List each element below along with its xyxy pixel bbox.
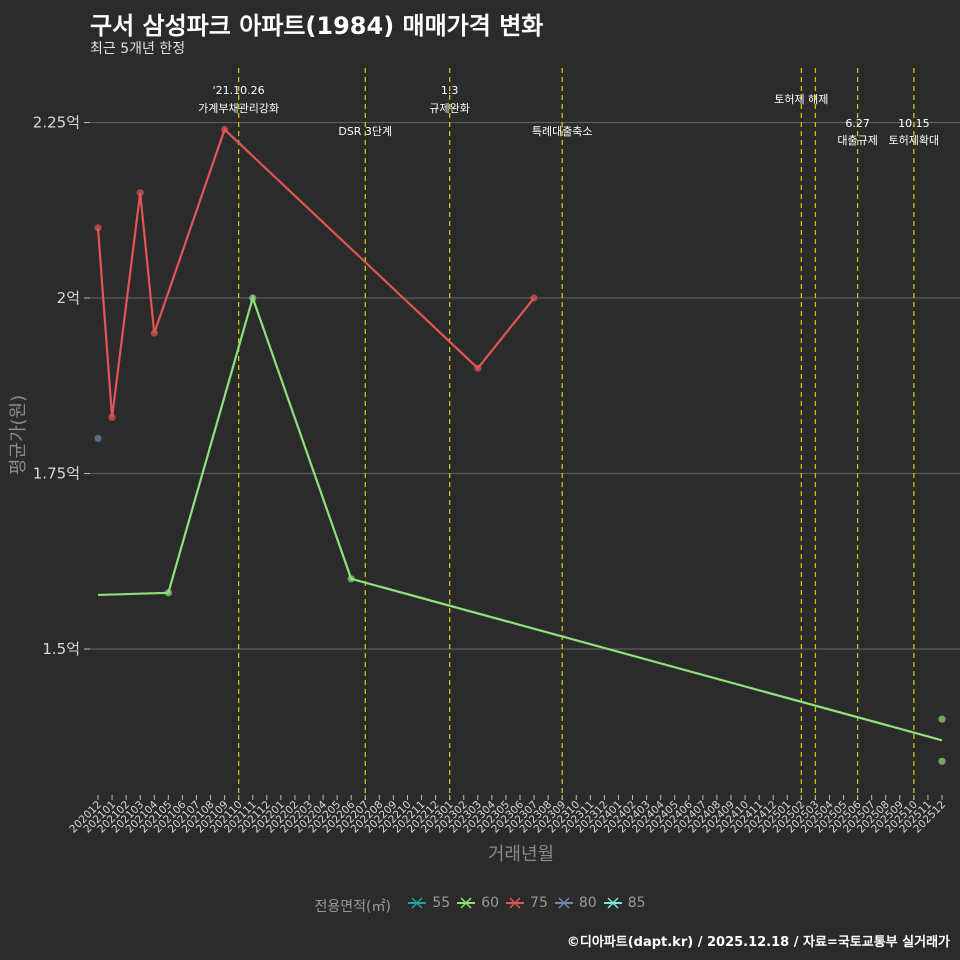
legend-key-icon: [408, 897, 427, 909]
legend-key-icon: [603, 897, 622, 909]
legend-label: 85: [627, 895, 646, 911]
data-point-60: [249, 294, 257, 302]
event-label: 토허제 해제: [774, 92, 828, 106]
legend-key-icon: [457, 897, 476, 909]
data-point-75: [474, 364, 482, 372]
legend-title: 전용면적(㎡): [314, 899, 391, 915]
legend-label: 55: [432, 895, 451, 911]
legend-key-icon: [554, 897, 573, 909]
data-point-75: [136, 189, 144, 197]
series-line-75: [96, 127, 535, 418]
data-point-75: [108, 413, 116, 421]
event-label: 규제완화: [429, 102, 469, 115]
legend-item-55: 55: [407, 895, 450, 911]
event-label: DSR 3단계: [338, 125, 392, 138]
event-label: 토허제확대: [889, 134, 940, 147]
event-label: 특례대출축소: [532, 125, 593, 138]
y-axis-label: 평균가(원): [8, 395, 29, 475]
data-point-80: [94, 434, 102, 442]
data-point-60: [938, 757, 946, 765]
legend-key-icon: [506, 897, 525, 909]
legend-item-80: 80: [554, 895, 597, 911]
grid-lines: [90, 121, 960, 650]
legend-item-75: 75: [505, 895, 548, 911]
data-point-75: [94, 224, 102, 232]
y-tick-label: 2억: [57, 289, 80, 307]
event-label: 1.3: [441, 84, 459, 97]
event-label: 대출규제: [837, 134, 877, 147]
series-points: [94, 125, 946, 765]
data-point-60: [164, 589, 172, 597]
data-point-75: [221, 125, 229, 134]
legend: 전용면적(㎡) 55 60 75 80 85: [0, 895, 960, 916]
source-footer: ©디아파트(dapt.kr) / 2025.12.18 / 자료=국토교통부 실…: [566, 935, 950, 950]
x-axis-ticks: 2020122021012021022021032021042021052021…: [67, 795, 948, 835]
data-point-60: [938, 715, 946, 723]
chart-title: 구서 삼성파크 아파트(1984) 매매가격 변화: [90, 12, 544, 40]
y-tick-label: 2.25억: [33, 114, 80, 132]
event-label: 10.15: [898, 117, 930, 130]
legend-item-60: 60: [456, 895, 499, 911]
y-tick-label: 1.5억: [42, 640, 80, 658]
event-label: 가계부채관리강화: [198, 102, 279, 115]
data-point-75: [530, 294, 538, 302]
x-axis-label: 거래년월: [488, 844, 554, 865]
event-label: 6.27: [845, 117, 870, 130]
legend-label: 60: [481, 895, 500, 911]
legend-item-85: 85: [603, 895, 646, 911]
y-tick-label: 1.75억: [33, 465, 80, 483]
y-axis-ticks: 1.5억 1.75억 2억 2.25억: [33, 114, 90, 658]
event-label: '21.10.26: [213, 84, 265, 97]
legend-label: 80: [578, 895, 597, 911]
legend-label: 75: [530, 895, 548, 911]
data-point-75: [150, 329, 158, 337]
chart-subtitle: 최근 5개년 한정: [90, 41, 186, 57]
data-point-60: [347, 575, 355, 583]
